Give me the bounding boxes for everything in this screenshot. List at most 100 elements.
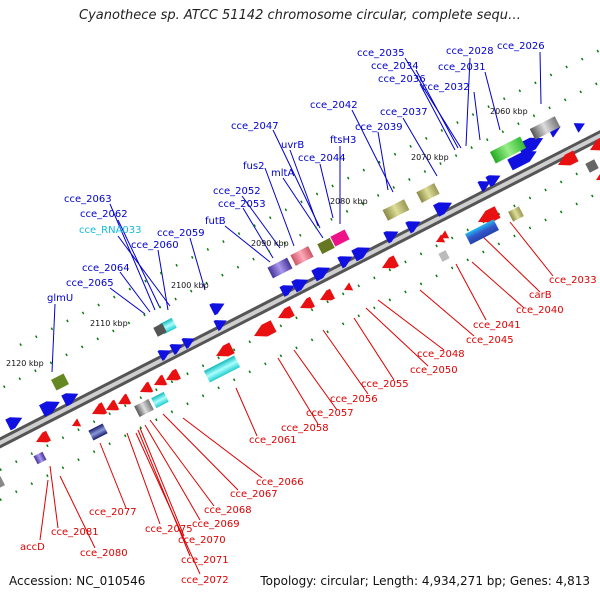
forward-gene-9[interactable] bbox=[291, 274, 311, 293]
gene-block-14[interactable] bbox=[203, 355, 241, 383]
reverse-gene-label-22[interactable]: cce_2080 bbox=[80, 548, 128, 559]
reverse-gene-24[interactable] bbox=[475, 206, 501, 228]
gene-block-17[interactable] bbox=[88, 423, 108, 441]
gene-block-1[interactable] bbox=[489, 136, 527, 164]
reverse-gene-label-17[interactable]: cce_2071 bbox=[181, 555, 229, 566]
forward-gene-label-16[interactable]: cce_2052 bbox=[213, 186, 261, 197]
reverse-gene-28[interactable] bbox=[342, 282, 354, 294]
reverse-gene-label-14[interactable]: cce_2068 bbox=[204, 505, 252, 516]
gene-block-19[interactable] bbox=[585, 159, 599, 173]
gene-labels[interactable]: cce_2035 cce_2028 cce_2026 cce_2034 cce_2031… bbox=[20, 41, 597, 586]
reverse-gene-25[interactable] bbox=[434, 234, 446, 246]
reverse-gene-label-11[interactable]: cce_2061 bbox=[249, 435, 297, 446]
forward-gene-6[interactable] bbox=[351, 242, 372, 262]
forward-gene-7[interactable] bbox=[337, 251, 355, 269]
reverse-gene-label-15[interactable]: cce_2069 bbox=[192, 519, 240, 530]
reverse-gene-label-23[interactable]: accD bbox=[20, 542, 45, 553]
forward-gene-label-25[interactable]: cce_2065 bbox=[66, 278, 114, 289]
reverse-gene-label-8[interactable]: cce_2056 bbox=[330, 394, 378, 405]
reverse-gene-label-10[interactable]: cce_2058 bbox=[281, 423, 329, 434]
reverse-gene-label-9[interactable]: cce_2057 bbox=[306, 408, 354, 419]
forward-gene-label-12[interactable]: uvrB bbox=[281, 140, 304, 151]
gene-block-15[interactable] bbox=[151, 391, 169, 409]
reverse-gene-31[interactable] bbox=[275, 305, 295, 323]
forward-gene-label-8[interactable]: cce_2037 bbox=[380, 107, 428, 118]
gene-block-18[interactable] bbox=[33, 451, 47, 465]
forward-gene-label-22[interactable]: cce_2059 bbox=[157, 228, 205, 239]
reverse-gene-label-2[interactable]: cce_2040 bbox=[516, 305, 564, 316]
reverse-gene-22[interactable] bbox=[587, 134, 600, 156]
forward-gene-2[interactable] bbox=[477, 177, 493, 192]
forward-gene-label-9[interactable]: cce_2039 bbox=[355, 122, 403, 133]
gene-block-13[interactable] bbox=[438, 250, 450, 262]
reverse-gene-26[interactable] bbox=[438, 230, 450, 242]
reverse-gene-label-4[interactable]: cce_2045 bbox=[466, 335, 514, 346]
forward-gene-3[interactable] bbox=[433, 197, 455, 217]
forward-gene-0[interactable] bbox=[517, 132, 546, 156]
reverse-gene-label-20[interactable]: cce_2075 bbox=[145, 524, 193, 535]
forward-gene-label-23[interactable]: cce_2060 bbox=[131, 240, 179, 251]
reverse-gene-38[interactable] bbox=[103, 399, 120, 415]
forward-gene-1[interactable] bbox=[485, 171, 502, 187]
reverse-gene-41[interactable] bbox=[33, 430, 51, 447]
forward-gene-label-7[interactable]: cce_2042 bbox=[310, 100, 358, 111]
forward-gene-label-5[interactable]: cce_2036 bbox=[378, 74, 426, 85]
forward-gene-4[interactable] bbox=[405, 216, 423, 234]
forward-gene-label-21[interactable]: cce_RNA033 bbox=[79, 225, 142, 236]
reverse-gene-label-0[interactable]: cce_2033 bbox=[549, 275, 597, 286]
forward-gene-21[interactable] bbox=[507, 146, 539, 171]
reverse-gene-label-16[interactable]: cce_2070 bbox=[178, 535, 226, 546]
forward-gene-14[interactable] bbox=[209, 298, 227, 316]
gene-block-5[interactable] bbox=[317, 237, 335, 255]
forward-gene-label-20[interactable]: cce_2062 bbox=[80, 209, 128, 220]
reverse-gene-34[interactable] bbox=[163, 368, 181, 385]
forward-gene-label-4[interactable]: cce_2031 bbox=[438, 62, 486, 73]
reverse-gene-37[interactable] bbox=[115, 393, 132, 409]
reverse-gene-label-1[interactable]: carB bbox=[529, 290, 552, 301]
gene-block-3[interactable] bbox=[382, 199, 410, 221]
reverse-gene-label-12[interactable]: cce_2066 bbox=[256, 477, 304, 488]
forward-gene-label-15[interactable]: mltA bbox=[271, 168, 294, 179]
forward-gene-5[interactable] bbox=[383, 226, 401, 244]
reverse-gene-label-3[interactable]: cce_2041 bbox=[473, 320, 521, 331]
reverse-gene-42[interactable] bbox=[594, 170, 600, 184]
reverse-gene-32[interactable] bbox=[251, 320, 277, 342]
gene-block-11[interactable] bbox=[465, 219, 499, 245]
forward-gene-label-26[interactable]: glmU bbox=[47, 293, 73, 304]
reverse-gene-36[interactable] bbox=[137, 381, 154, 397]
forward-gene-18[interactable] bbox=[5, 412, 25, 431]
reverse-gene-29[interactable] bbox=[317, 288, 335, 305]
forward-gene-13[interactable] bbox=[181, 334, 197, 349]
gene-block-16[interactable] bbox=[134, 399, 154, 417]
gene-block-6[interactable] bbox=[290, 246, 314, 266]
reverse-gene-35[interactable] bbox=[151, 374, 168, 390]
reverse-gene-label-19[interactable]: cce_2077 bbox=[89, 507, 137, 518]
forward-gene-10[interactable] bbox=[279, 281, 296, 297]
reverse-gene-30[interactable] bbox=[297, 296, 315, 313]
forward-gene-8[interactable] bbox=[311, 262, 332, 282]
forward-gene-label-0[interactable]: cce_2035 bbox=[357, 48, 405, 59]
forward-gene-label-19[interactable]: cce_2063 bbox=[64, 194, 112, 205]
forward-gene-label-24[interactable]: cce_2064 bbox=[82, 263, 130, 274]
reverse-gene-33[interactable] bbox=[213, 342, 235, 361]
forward-gene-label-3[interactable]: cce_2034 bbox=[371, 61, 419, 72]
reverse-gene-label-13[interactable]: cce_2067 bbox=[230, 489, 278, 500]
reverse-gene-label-5[interactable]: cce_2048 bbox=[417, 349, 465, 360]
forward-gene-label-11[interactable]: ftsH3 bbox=[330, 135, 356, 146]
reverse-gene-label-7[interactable]: cce_2055 bbox=[361, 379, 409, 390]
forward-gene-17[interactable] bbox=[61, 388, 81, 407]
reverse-gene-23[interactable] bbox=[555, 150, 579, 171]
gene-block-4[interactable] bbox=[330, 229, 350, 247]
gene-block-20[interactable] bbox=[0, 476, 5, 488]
forward-gene-16[interactable] bbox=[39, 396, 63, 417]
gene-block-12[interactable] bbox=[508, 206, 524, 222]
forward-gene-label-17[interactable]: cce_2053 bbox=[218, 199, 266, 210]
forward-gene-label-10[interactable]: cce_2047 bbox=[231, 121, 279, 132]
forward-gene-12[interactable] bbox=[169, 340, 185, 355]
reverse-gene-label-6[interactable]: cce_2050 bbox=[410, 365, 458, 376]
gene-block-10[interactable] bbox=[51, 373, 69, 391]
forward-gene-label-2[interactable]: cce_2026 bbox=[497, 41, 545, 52]
gene-block-7[interactable] bbox=[267, 257, 293, 279]
forward-gene-19[interactable] bbox=[573, 119, 587, 133]
